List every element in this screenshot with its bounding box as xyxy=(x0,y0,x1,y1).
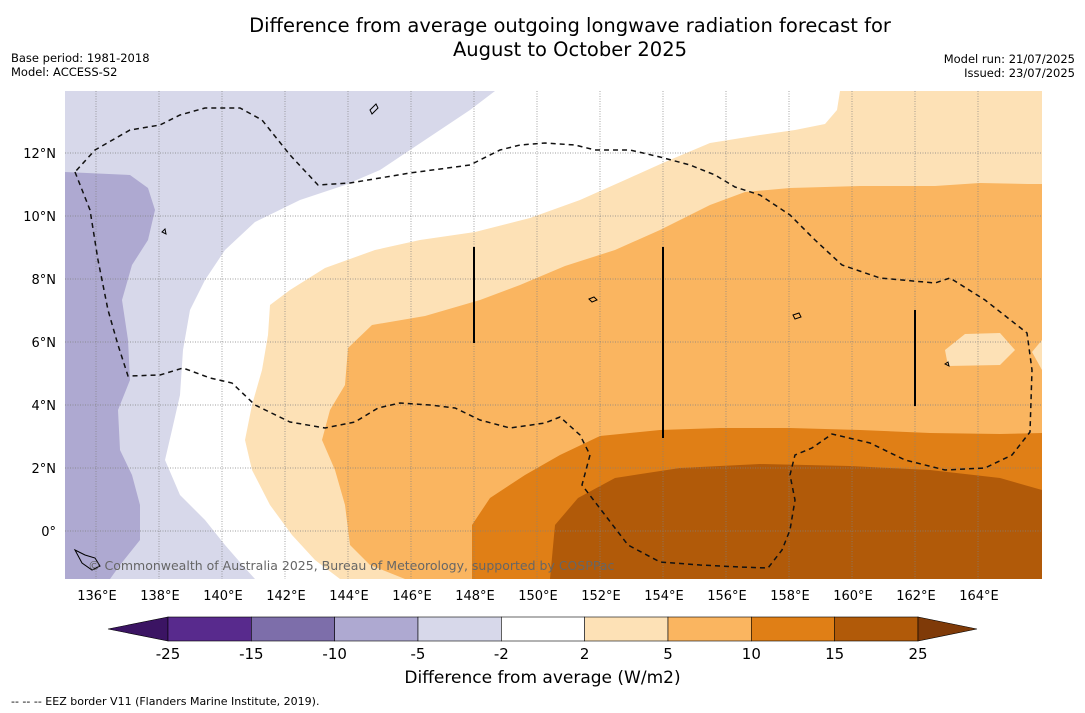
lat-label: 2°N xyxy=(32,462,57,477)
contour-patch-2-5-east xyxy=(945,333,1015,366)
graticule xyxy=(65,91,1042,579)
model-run-info: Model run: 21/07/2025 Issued: 23/07/2025 xyxy=(944,52,1075,80)
colorbar-swatch xyxy=(334,616,419,642)
colorbar-swatch xyxy=(667,616,752,642)
colorbar-title: Difference from average (W/m2) xyxy=(404,668,681,688)
lon-label: 146°E xyxy=(392,589,432,604)
eez-palau xyxy=(74,107,1033,569)
colorbar-extend-high xyxy=(917,616,978,642)
issued-text: Issued: 23/07/2025 xyxy=(964,66,1075,80)
islands xyxy=(73,103,950,571)
model-run-text: Model run: 21/07/2025 xyxy=(943,52,1075,66)
colorbar-swatch xyxy=(417,616,502,642)
marker-lines xyxy=(473,247,916,438)
lat-label: 0° xyxy=(41,525,56,540)
lon-label: 138°E xyxy=(140,589,180,604)
lon-label: 160°E xyxy=(833,589,873,604)
lon-label: 136°E xyxy=(77,589,117,604)
contour-band-minus10-minus5 xyxy=(65,172,155,579)
contour-band-minus5-minus2 xyxy=(65,91,495,579)
colorbar-tick-label: 15 xyxy=(825,645,844,663)
lon-label: 162°E xyxy=(896,589,936,604)
lat-label: 4°N xyxy=(32,399,57,414)
lat-label: 12°N xyxy=(23,147,56,162)
colorbar-swatch xyxy=(584,616,669,642)
lat-label: 8°N xyxy=(32,273,57,288)
contour-patch-2-5-edge xyxy=(1032,340,1042,370)
lon-label: 156°E xyxy=(707,589,747,604)
eez-borders xyxy=(74,107,1033,569)
lon-label: 158°E xyxy=(770,589,810,604)
map-plot-area: © Commonwealth of Australia 2025, Bureau… xyxy=(65,91,1042,579)
model-text: Model: ACCESS-S2 xyxy=(11,65,118,79)
colorbar-tick-label: -5 xyxy=(411,645,426,663)
colorbar-tick-label: 25 xyxy=(908,645,927,663)
lat-label: 6°N xyxy=(32,336,57,351)
colorbar-tick-label: -2 xyxy=(494,645,509,663)
lon-label: 142°E xyxy=(266,589,306,604)
lon-label: 150°E xyxy=(518,589,558,604)
colorbar-tick-label: -10 xyxy=(322,645,347,663)
lon-label: 140°E xyxy=(203,589,243,604)
lon-label: 154°E xyxy=(644,589,684,604)
lon-label: 148°E xyxy=(455,589,495,604)
lon-label: 144°E xyxy=(329,589,369,604)
colorbar-swatch xyxy=(251,616,335,642)
map-title: Difference from average outgoing longwav… xyxy=(170,14,970,62)
longitude-labels: 136°E 138°E 140°E 142°E 144°E 146°E 148°… xyxy=(77,589,999,604)
lon-label: 152°E xyxy=(581,589,621,604)
colorbar-tick-label: -25 xyxy=(156,645,181,663)
title-line-2: August to October 2025 xyxy=(452,38,688,61)
base-period-info: Base period: 1981-2018 Model: ACCESS-S2 xyxy=(11,51,150,79)
colorbar-swatch xyxy=(751,616,835,642)
colorbar-tick-label: 10 xyxy=(742,645,761,663)
base-period-text: Base period: 1981-2018 xyxy=(11,51,150,65)
colorbar-tick-label: 5 xyxy=(663,645,673,663)
lat-label: 10°N xyxy=(23,210,56,225)
colorbar-swatch xyxy=(834,616,919,642)
colorbar-tick-label: -15 xyxy=(239,645,264,663)
copyright-text: © Commonwealth of Australia 2025, Bureau… xyxy=(88,558,614,573)
colorbar-tick-label: 2 xyxy=(580,645,590,663)
colorbar: -25 -15 -10 -5 -2 2 5 10 15 25 xyxy=(107,616,978,663)
title-line-1: Difference from average outgoing longwav… xyxy=(249,14,891,37)
eez-footnote: -- -- -- EEZ border V11 (Flanders Marine… xyxy=(11,695,320,708)
latitude-labels: 12°N 10°N 8°N 6°N 4°N 2°N 0° xyxy=(23,147,56,540)
colorbar-swatch xyxy=(501,616,585,642)
contour-band-15-25 xyxy=(550,464,1042,579)
lon-label: 164°E xyxy=(959,589,999,604)
colorbar-swatch xyxy=(167,616,252,642)
colorbar-extend-low xyxy=(107,616,169,642)
